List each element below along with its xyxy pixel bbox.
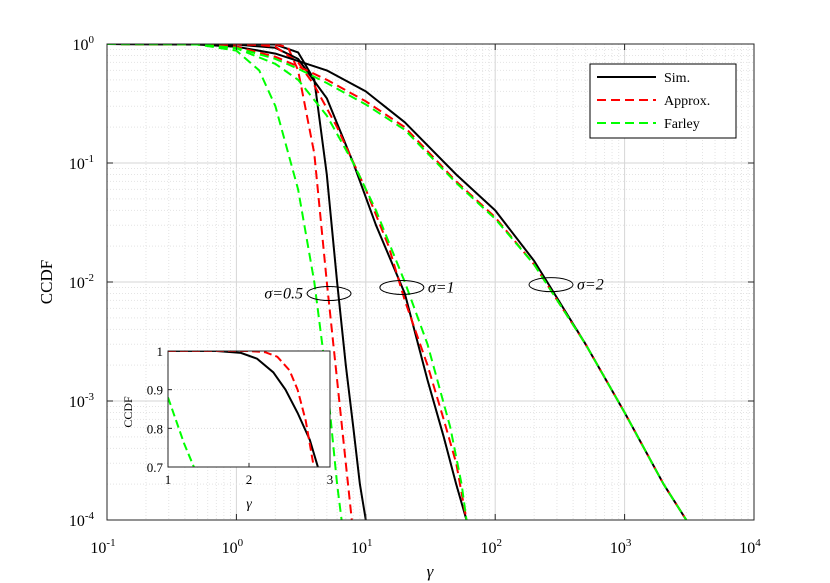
y-tick-label: 10-1: [69, 153, 94, 173]
inset-x-tick-label: 3: [327, 472, 334, 487]
series-sim-1: [107, 44, 468, 520]
inset-series-farley: [168, 397, 195, 467]
inset-y-axis-label: CCDF: [121, 396, 135, 428]
inset-x-axis-label: γ: [246, 497, 252, 512]
series-farley-0.5: [107, 44, 343, 520]
inset-x-tick-label: 1: [165, 472, 172, 487]
inset-y-tick-label: 0.7: [147, 460, 164, 475]
x-tick-label: 102: [480, 537, 502, 557]
annotations: σ=0.5 σ=1 σ=2: [264, 277, 603, 303]
sigma-label: σ=2: [577, 277, 604, 294]
legend-label-approx: Approx.: [664, 94, 710, 109]
y-tick-label: 10-2: [69, 272, 94, 292]
inset-series-sim: [168, 351, 319, 467]
sigma-group-ellipse: [379, 279, 425, 295]
sigma-group-ellipse: [306, 286, 352, 302]
inset-y-tick-label: 1: [157, 344, 164, 359]
x-axis-label: γ: [427, 562, 435, 581]
legend-label-farley: Farley: [664, 117, 700, 132]
sigma-label: σ=0.5: [264, 286, 303, 303]
axis-ticks: 10-1 100 101 102 103 104 100 10-1 10-2 10-3 10-4: [69, 34, 761, 557]
series-farley-2: [107, 44, 688, 520]
sigma-group-ellipse: [528, 277, 574, 293]
inset-chart: 1 2 3 0.7 0.8 0.9 1 γ CCDF: [121, 344, 333, 512]
inset-y-tick-label: 0.8: [147, 421, 163, 436]
inset-ticks: 1 2 3 0.7 0.8 0.9 1: [147, 344, 334, 487]
x-tick-label: 100: [222, 537, 244, 557]
y-tick-label: 100: [73, 34, 95, 54]
y-axis-label: CCDF: [37, 260, 56, 304]
x-tick-label: 101: [351, 537, 373, 557]
inset-x-tick-label: 2: [246, 472, 253, 487]
series-approx-2: [107, 44, 688, 520]
legend-label-sim: Sim.: [664, 71, 690, 86]
sigma-label: σ=1: [428, 279, 455, 296]
x-tick-label: 10-1: [90, 537, 115, 557]
legend: Sim. Approx. Farley: [589, 63, 737, 139]
inset-series-layer: [168, 351, 319, 467]
y-tick-label: 10-4: [69, 510, 95, 530]
y-tick-label: 10-3: [69, 391, 95, 411]
series-approx-1: [107, 44, 468, 520]
x-tick-label: 103: [610, 537, 632, 557]
x-tick-label: 104: [739, 537, 761, 557]
inset-y-tick-label: 0.9: [147, 383, 163, 398]
